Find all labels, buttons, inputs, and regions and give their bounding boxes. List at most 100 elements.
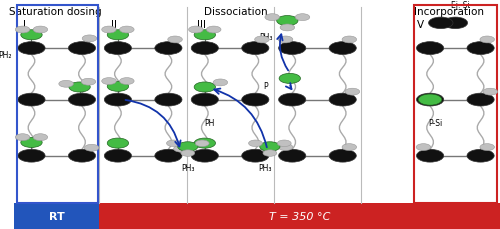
Circle shape: [33, 134, 48, 141]
Circle shape: [155, 42, 182, 55]
Circle shape: [278, 37, 293, 44]
Circle shape: [33, 27, 48, 34]
Circle shape: [104, 94, 132, 106]
Circle shape: [329, 42, 356, 55]
Circle shape: [191, 150, 218, 162]
Circle shape: [345, 89, 360, 96]
Circle shape: [102, 78, 116, 85]
Circle shape: [16, 134, 30, 141]
Text: P: P: [263, 82, 268, 90]
Circle shape: [174, 146, 188, 153]
Circle shape: [342, 144, 356, 151]
Circle shape: [18, 94, 45, 106]
Circle shape: [21, 138, 42, 148]
Circle shape: [483, 89, 498, 96]
Circle shape: [265, 15, 280, 22]
Circle shape: [418, 95, 442, 106]
Text: Saturation dosing: Saturation dosing: [10, 7, 102, 17]
Circle shape: [82, 36, 96, 43]
Circle shape: [191, 42, 218, 55]
Text: Ej. Si: Ej. Si: [451, 1, 469, 10]
Circle shape: [68, 94, 96, 106]
Circle shape: [81, 79, 96, 86]
Text: RT: RT: [49, 211, 65, 221]
Circle shape: [242, 150, 269, 162]
Circle shape: [155, 94, 182, 106]
Text: Dissociation: Dissociation: [204, 7, 267, 17]
Circle shape: [166, 140, 180, 147]
Circle shape: [102, 27, 116, 34]
Circle shape: [120, 78, 134, 85]
Text: II: II: [110, 20, 116, 30]
Circle shape: [260, 142, 280, 152]
Circle shape: [263, 150, 277, 157]
Circle shape: [242, 42, 269, 55]
Text: Incorporation: Incorporation: [414, 7, 484, 17]
Bar: [100, 203, 500, 229]
Text: P-Si: P-Si: [428, 118, 442, 128]
Circle shape: [188, 27, 203, 34]
Circle shape: [295, 15, 310, 22]
Circle shape: [467, 94, 494, 106]
Circle shape: [69, 83, 90, 93]
Circle shape: [278, 42, 306, 55]
Text: V: V: [416, 20, 424, 30]
Circle shape: [416, 150, 444, 162]
Circle shape: [206, 27, 221, 34]
Circle shape: [21, 31, 42, 41]
Text: PH₃: PH₃: [259, 33, 272, 42]
Circle shape: [443, 18, 468, 30]
Circle shape: [279, 74, 300, 84]
Circle shape: [416, 144, 430, 151]
Circle shape: [104, 150, 132, 162]
Text: H: H: [108, 47, 113, 56]
Text: PH: PH: [204, 118, 215, 128]
Circle shape: [104, 42, 132, 55]
Bar: [14, 203, 100, 229]
Circle shape: [467, 42, 494, 55]
Circle shape: [168, 37, 182, 44]
Circle shape: [278, 144, 293, 151]
Circle shape: [59, 81, 74, 88]
Circle shape: [18, 42, 45, 55]
Circle shape: [107, 82, 128, 92]
Circle shape: [254, 37, 269, 44]
Circle shape: [280, 25, 294, 32]
Circle shape: [278, 140, 291, 147]
Text: I: I: [23, 20, 26, 30]
Circle shape: [416, 42, 444, 55]
Text: PH₂: PH₂: [0, 51, 12, 60]
Circle shape: [278, 94, 306, 106]
Circle shape: [213, 80, 228, 87]
Circle shape: [329, 150, 356, 162]
Circle shape: [18, 150, 45, 162]
Circle shape: [342, 37, 356, 44]
Circle shape: [68, 42, 96, 55]
Circle shape: [107, 139, 128, 148]
Circle shape: [194, 83, 216, 93]
Circle shape: [196, 140, 209, 147]
Circle shape: [181, 150, 194, 157]
Circle shape: [480, 144, 494, 151]
Circle shape: [428, 18, 453, 30]
Circle shape: [248, 140, 262, 147]
Circle shape: [84, 145, 99, 152]
Circle shape: [194, 31, 216, 41]
Circle shape: [178, 142, 198, 152]
Circle shape: [155, 150, 182, 162]
Circle shape: [278, 150, 306, 162]
Text: T = 350 °C: T = 350 °C: [269, 211, 330, 221]
Text: III: III: [196, 20, 205, 30]
Circle shape: [16, 27, 30, 34]
Circle shape: [416, 94, 444, 106]
Text: PH₃: PH₃: [181, 163, 194, 172]
Circle shape: [194, 139, 216, 148]
Circle shape: [480, 37, 494, 44]
Circle shape: [260, 146, 275, 153]
Circle shape: [68, 150, 96, 162]
Circle shape: [107, 31, 128, 41]
Text: IV: IV: [284, 20, 294, 30]
Circle shape: [329, 94, 356, 106]
Circle shape: [242, 94, 269, 106]
Circle shape: [191, 94, 218, 106]
